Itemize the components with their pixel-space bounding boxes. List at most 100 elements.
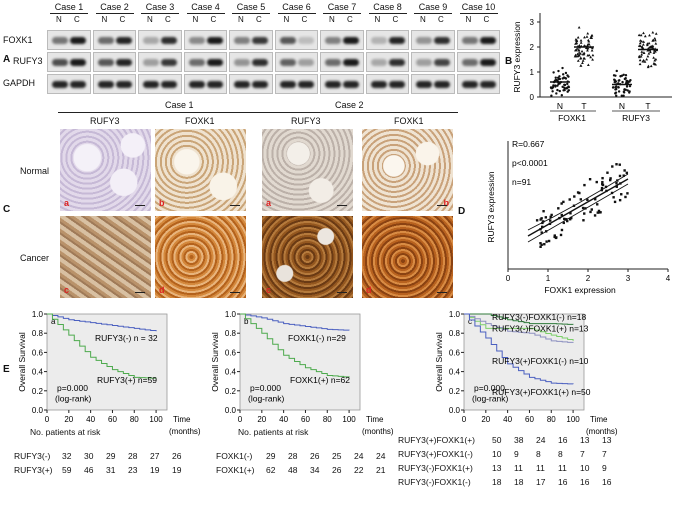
blot-strip bbox=[411, 52, 455, 72]
km-curve bbox=[240, 313, 350, 331]
lane-n: N bbox=[329, 15, 335, 24]
b-dot bbox=[581, 61, 584, 64]
band-n bbox=[52, 59, 68, 66]
case1-header: Case 1 bbox=[165, 100, 194, 110]
risk-row-name: RUFY3(-)FOXK1(+) bbox=[398, 463, 473, 473]
b-dot bbox=[646, 54, 650, 58]
blot-strip bbox=[138, 74, 182, 94]
d-point bbox=[540, 231, 543, 234]
b-dot bbox=[586, 46, 590, 50]
b-dot bbox=[646, 42, 649, 45]
lane-c: C bbox=[392, 15, 399, 24]
km-months-label: (months) bbox=[362, 427, 394, 436]
band-n bbox=[97, 37, 114, 44]
b-dot bbox=[575, 41, 579, 45]
case-underline bbox=[141, 13, 179, 14]
km-ytick-label: 0.4 bbox=[32, 368, 44, 377]
ihc-sub-label: b bbox=[159, 198, 165, 208]
b-dot bbox=[642, 31, 645, 35]
d-point bbox=[543, 243, 546, 246]
b-dot bbox=[642, 51, 646, 55]
blot-strip bbox=[274, 52, 318, 72]
d-point bbox=[566, 219, 569, 223]
d-point bbox=[568, 198, 571, 201]
risk-value: 13 bbox=[580, 435, 590, 445]
b-dot bbox=[560, 94, 564, 97]
blot-strip bbox=[456, 52, 500, 72]
d-point bbox=[623, 169, 626, 172]
b-dot bbox=[619, 75, 622, 78]
km-plot_c: 0.0 0.2 0.4 0.6 0.8 1.0 0 20 40 60 80 100 Time (month… bbox=[434, 310, 618, 436]
d-n-value: n=91 bbox=[512, 177, 531, 187]
b-dot bbox=[640, 39, 644, 43]
b-dot bbox=[591, 58, 594, 61]
risk-value: 16 bbox=[558, 477, 568, 487]
lane-c: C bbox=[483, 15, 490, 24]
case-underline bbox=[186, 13, 225, 14]
risk-value: 8 bbox=[558, 449, 563, 459]
km-curve bbox=[47, 313, 157, 379]
d-point bbox=[581, 206, 585, 210]
d-point bbox=[540, 243, 543, 247]
band-c bbox=[115, 59, 132, 66]
risk-value: 46 bbox=[84, 465, 94, 475]
band-c bbox=[206, 81, 223, 88]
km-label-low: FOXK1(+) n=62 bbox=[290, 375, 350, 385]
km-xtick-label: 80 bbox=[547, 415, 556, 424]
km-xtick-label: 20 bbox=[257, 415, 266, 424]
km-xtick-label: 0 bbox=[462, 415, 467, 424]
d-point bbox=[612, 196, 615, 199]
risk-value: 29 bbox=[106, 451, 116, 461]
d-point bbox=[541, 225, 544, 229]
b-dot bbox=[586, 49, 589, 52]
km-xtick-label: 0 bbox=[238, 415, 243, 424]
b-dot bbox=[577, 48, 581, 51]
d-point bbox=[544, 216, 548, 219]
d-point bbox=[576, 191, 580, 194]
b-dot bbox=[587, 53, 591, 57]
b-dot bbox=[576, 52, 579, 56]
km-time-label: Time bbox=[366, 415, 384, 424]
km-ytick-label: 0.2 bbox=[32, 387, 44, 396]
b-dot bbox=[651, 30, 655, 34]
b-dot bbox=[566, 74, 569, 77]
scale-bar bbox=[135, 292, 145, 293]
case-header: Case 5 bbox=[236, 2, 266, 12]
km-ytick-label: 0.0 bbox=[449, 406, 461, 415]
panel-d-letter: D bbox=[458, 206, 466, 217]
band-n bbox=[461, 37, 478, 44]
b-dot bbox=[649, 50, 652, 54]
panel-b-plot: 0 1 2 3 RUFY3 expression N T N T FOXK1 RUFY… bbox=[512, 13, 672, 123]
km-xtick-label: 40 bbox=[279, 415, 288, 424]
d-point bbox=[542, 210, 545, 213]
band-n bbox=[234, 81, 250, 88]
ihc-cancer-foxk1-case1: d bbox=[155, 216, 246, 298]
b-dot bbox=[579, 39, 583, 42]
b-dot bbox=[564, 71, 568, 75]
km-xtick-label: 100 bbox=[566, 415, 580, 424]
blot-strip bbox=[47, 52, 91, 72]
band-n bbox=[188, 59, 205, 66]
blot-strip bbox=[365, 74, 409, 94]
d-point bbox=[554, 236, 558, 240]
b-dot bbox=[638, 62, 642, 66]
b-dot bbox=[614, 92, 617, 95]
risk-row-name: FOXK1(+) bbox=[216, 465, 255, 475]
km-ylabel: Overall Survival bbox=[210, 332, 220, 392]
km-xtick-label: 20 bbox=[481, 415, 490, 424]
band-c bbox=[479, 59, 496, 66]
b-dot bbox=[654, 57, 658, 61]
km-months-label: (months) bbox=[169, 427, 201, 436]
band-c bbox=[70, 81, 86, 88]
band-n bbox=[97, 59, 114, 66]
risk-row-name: RUFY3(+)FOXK1(-) bbox=[398, 449, 473, 459]
b-dot bbox=[579, 41, 583, 44]
b-dot bbox=[577, 51, 581, 54]
d-point bbox=[594, 198, 597, 201]
km-ylabel: Overall Survival bbox=[17, 332, 27, 392]
b-dot bbox=[647, 64, 650, 68]
b-group-foxk1: FOXK1 bbox=[558, 113, 586, 123]
risk-value: 24 bbox=[536, 435, 546, 445]
b-dot bbox=[589, 36, 593, 39]
band-n bbox=[279, 81, 296, 88]
